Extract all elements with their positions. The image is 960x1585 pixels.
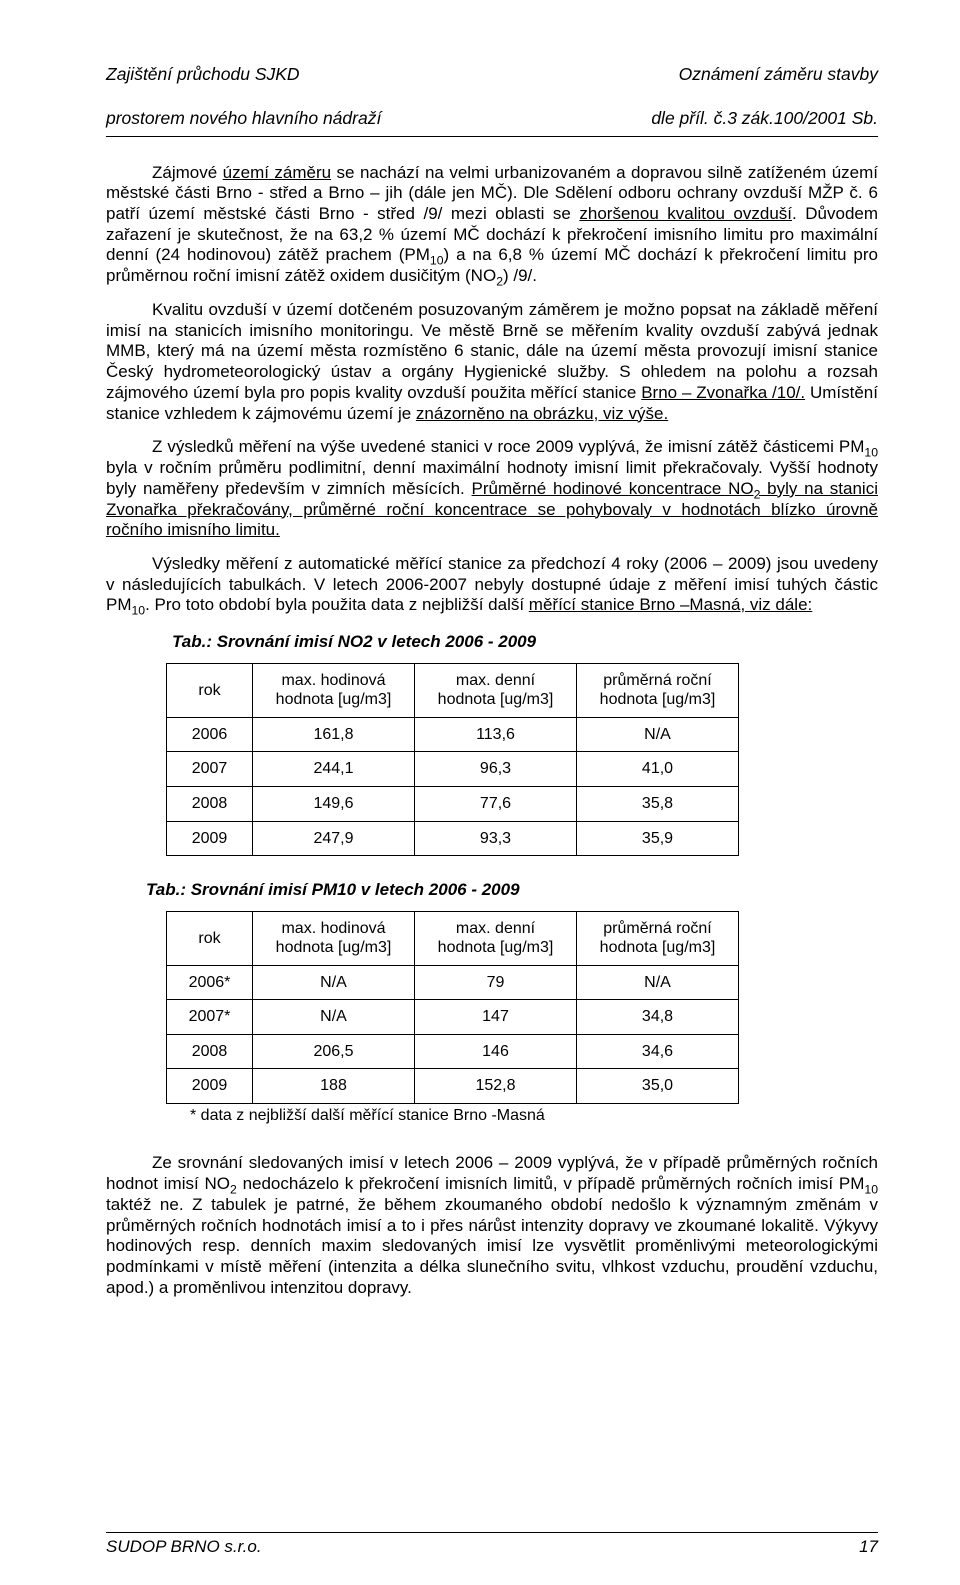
- table-pm10: rok max. hodinová hodnota [ug/m3] max. d…: [166, 911, 739, 1104]
- document-page: Zajištění průchodu SJKD prostorem nového…: [0, 0, 960, 1585]
- footer-row: SUDOP BRNO s.r.o. 17: [106, 1537, 878, 1557]
- table-row: 2009 247,9 93,3 35,9: [167, 821, 739, 856]
- header-left-line2: prostorem nového hlavního nádraží: [106, 108, 381, 128]
- page-footer: SUDOP BRNO s.r.o. 17: [106, 1532, 878, 1557]
- table-row: 2006 161,8 113,6 N/A: [167, 717, 739, 752]
- paragraph-5: Ze srovnání sledovaných imisí v letech 2…: [106, 1153, 878, 1298]
- paragraph-3: Z výsledků měření na výše uvedené stanic…: [106, 437, 878, 541]
- col-prumer: průměrná roční hodnota [ug/m3]: [577, 663, 739, 717]
- col-rok: rok: [167, 911, 253, 965]
- col-max-hod: max. hodinová hodnota [ug/m3]: [253, 663, 415, 717]
- table-pm10-footnote: * data z nejbližší další měřící stanice …: [190, 1106, 878, 1126]
- col-prumer: průměrná roční hodnota [ug/m3]: [577, 911, 739, 965]
- table-row: rok max. hodinová hodnota [ug/m3] max. d…: [167, 663, 739, 717]
- header-right-line1: Oznámení záměru stavby: [679, 64, 878, 84]
- header-right-line2: dle příl. č.3 zák.100/2001 Sb.: [651, 108, 878, 128]
- table-no2-title: Tab.: Srovnání imisí NO2 v letech 2006 -…: [172, 632, 878, 653]
- paragraph-4: Výsledky měření z automatické měřící sta…: [106, 554, 878, 616]
- body-text: Zájmové území záměru se nachází na velmi…: [106, 163, 878, 1299]
- paragraph-2: Kvalitu ovzduší v území dotčeném posuzov…: [106, 300, 878, 424]
- table-row: 2009 188 152,8 35,0: [167, 1069, 739, 1104]
- table-row: 2007 244,1 96,3 41,0: [167, 752, 739, 787]
- col-max-den: max. denní hodnota [ug/m3]: [415, 911, 577, 965]
- table-row: 2006* N/A 79 N/A: [167, 965, 739, 1000]
- header-left: Zajištění průchodu SJKD prostorem nového…: [106, 42, 381, 130]
- col-rok: rok: [167, 663, 253, 717]
- page-header: Zajištění průchodu SJKD prostorem nového…: [106, 42, 878, 130]
- header-rule: [106, 136, 878, 137]
- table-pm10-block: Tab.: Srovnání imisí PM10 v letech 2006 …: [166, 880, 878, 1125]
- footer-left: SUDOP BRNO s.r.o.: [106, 1537, 262, 1557]
- col-max-den: max. denní hodnota [ug/m3]: [415, 663, 577, 717]
- footer-page-number: 17: [859, 1537, 878, 1557]
- header-left-line1: Zajištění průchodu SJKD: [106, 64, 300, 84]
- table-row: 2008 206,5 146 34,6: [167, 1034, 739, 1069]
- table-row: 2008 149,6 77,6 35,8: [167, 786, 739, 821]
- paragraph-1: Zájmové území záměru se nachází na velmi…: [106, 163, 878, 287]
- table-row: 2007* N/A 147 34,8: [167, 1000, 739, 1035]
- table-pm10-title: Tab.: Srovnání imisí PM10 v letech 2006 …: [146, 880, 878, 901]
- header-right: Oznámení záměru stavby dle příl. č.3 zák…: [651, 42, 878, 130]
- table-no2-block: Tab.: Srovnání imisí NO2 v letech 2006 -…: [166, 632, 878, 856]
- col-max-hod: max. hodinová hodnota [ug/m3]: [253, 911, 415, 965]
- footer-rule: [106, 1532, 878, 1533]
- table-row: rok max. hodinová hodnota [ug/m3] max. d…: [167, 911, 739, 965]
- table-no2: rok max. hodinová hodnota [ug/m3] max. d…: [166, 663, 739, 856]
